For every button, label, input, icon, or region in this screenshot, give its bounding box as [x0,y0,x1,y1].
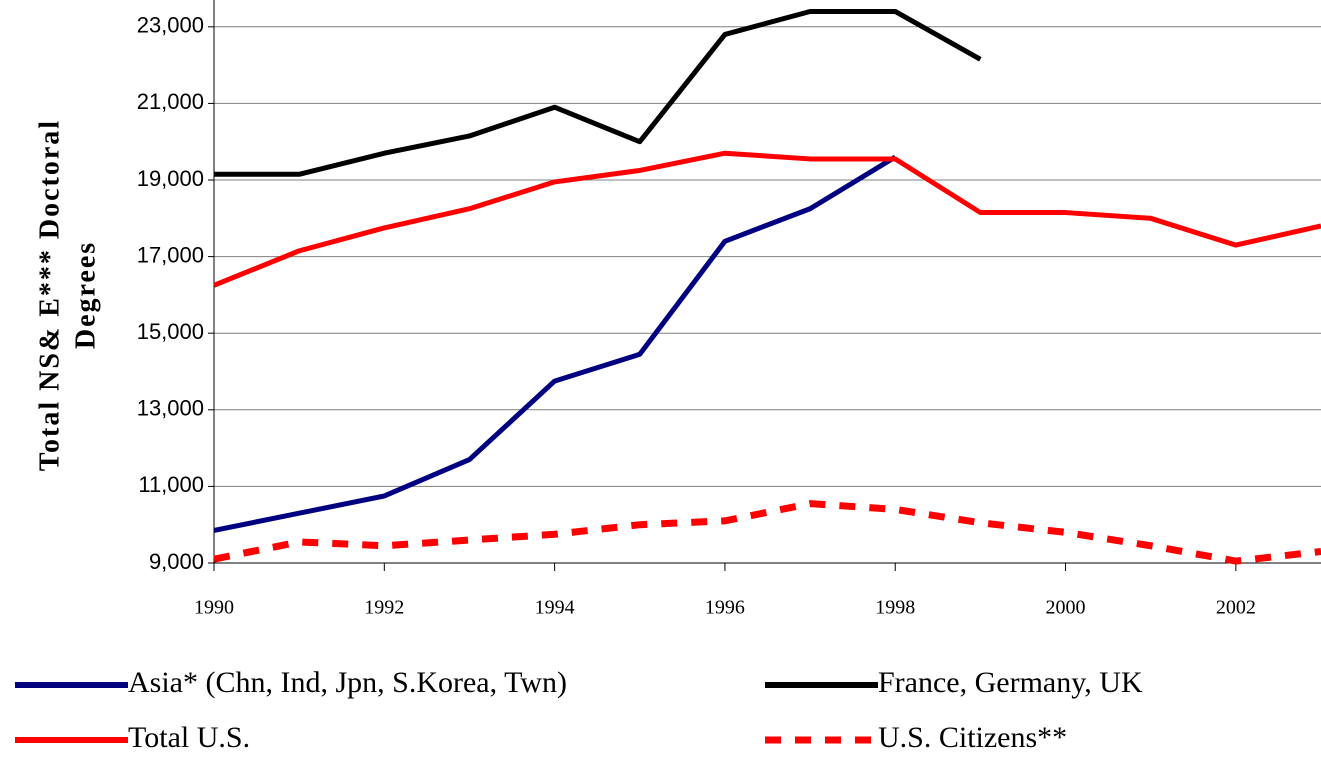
series-line [213,150,1321,288]
legend-label: U.S. Citizens** [878,721,1067,754]
legend-label: France, Germany, UK [878,666,1143,699]
x-tick-label: 1992 [364,597,404,619]
y-tick-label: 23,000 [137,13,204,38]
legend-label: Asia* (Chn, Ind, Jpn, S.Korea, Twn) [128,666,567,699]
y-axis-label: Total NS& E*** Doctoral Degrees [34,119,101,471]
legend-label: Total U.S. [128,721,250,754]
series-line [213,154,897,533]
y-axis-label-line: Total NS& E*** Doctoral [34,119,65,471]
series-line [214,8,982,177]
x-tick-label: 2000 [1046,597,1086,619]
y-tick-label: 11,000 [138,472,204,497]
series-line [213,500,1321,565]
x-tick-label: 1994 [535,597,575,619]
y-tick-label: 21,000 [137,89,204,114]
y-axis-label-line: Degrees [70,241,101,349]
y-tick-label: 17,000 [137,242,204,267]
y-tick-label: 9,000 [149,549,204,574]
x-tick-label: 1990 [194,597,234,619]
x-tick-label: 1998 [875,597,915,619]
x-tick-label: 1996 [705,597,745,619]
y-tick-label: 15,000 [137,319,204,344]
y-tick-label: 13,000 [137,396,204,421]
x-tick-label: 2002 [1216,597,1256,619]
y-tick-label: 19,000 [137,166,204,191]
